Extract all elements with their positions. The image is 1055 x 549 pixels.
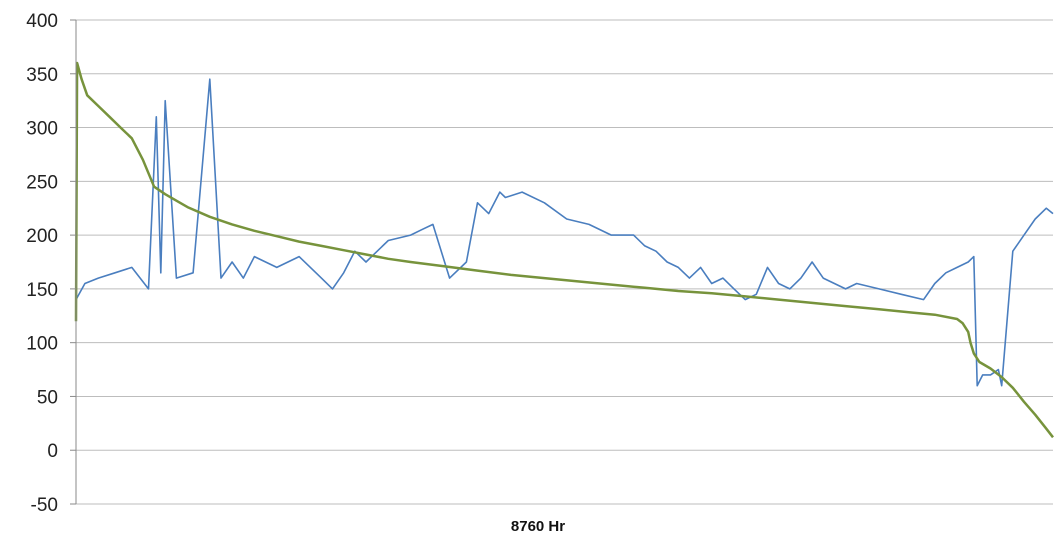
y-tick-label-2: 50 (37, 387, 58, 408)
axes (70, 19, 77, 505)
y-tick-label-9: 400 (26, 11, 58, 32)
series-group (74, 61, 1054, 439)
gridlines (76, 19, 1053, 505)
x-axis-title: 8760 Hr (511, 518, 565, 535)
y-tick-label-1: 0 (47, 441, 58, 462)
y-tick-label-8: 350 (26, 65, 58, 86)
y-tick-label-6: 250 (26, 172, 58, 193)
hourly-series-line (75, 78, 1054, 387)
y-tick-label-7: 300 (26, 119, 58, 140)
tick-labels: -50 0 50 100 150 200 250 300 350 400 (26, 11, 58, 516)
y-tick-label-3: 100 (26, 334, 58, 355)
duration-series-line (74, 61, 1054, 439)
y-tick-label-4: 150 (26, 280, 58, 301)
y-tick-label-0: -50 (31, 495, 58, 516)
y-tick-label-5: 200 (26, 226, 58, 247)
